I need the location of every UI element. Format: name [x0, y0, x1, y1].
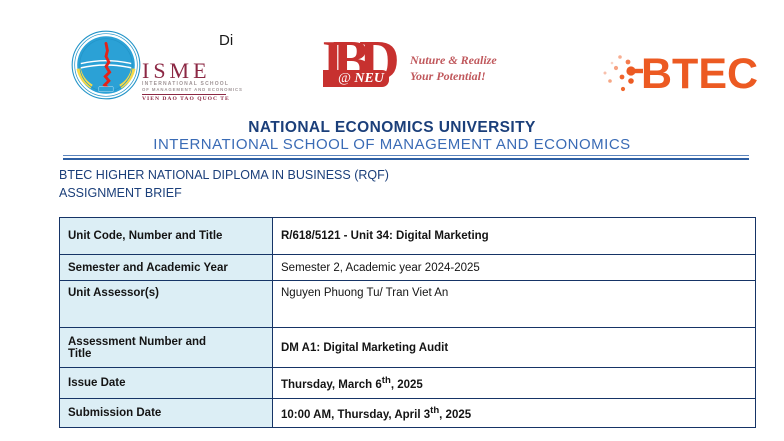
- svg-text:BTEC: BTEC: [641, 50, 758, 98]
